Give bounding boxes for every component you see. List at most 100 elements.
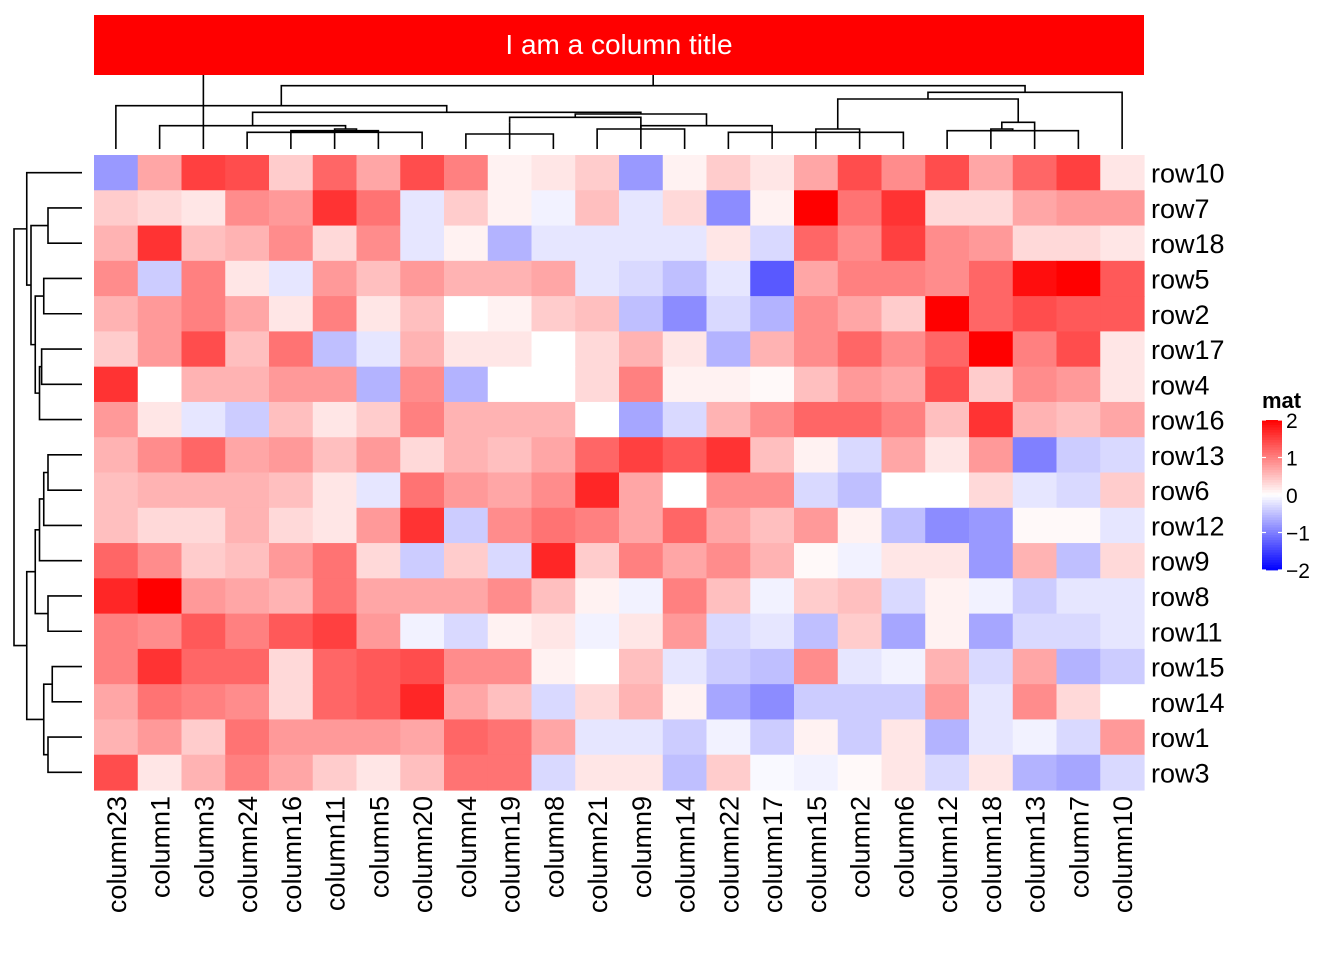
heatmap-cell <box>1056 754 1101 791</box>
heatmap-cell <box>662 507 708 544</box>
dendrogram-branch <box>38 498 82 562</box>
heatmap-cell <box>94 472 139 509</box>
heatmap-cell <box>1100 719 1145 756</box>
heatmap-cell <box>1100 190 1145 227</box>
heatmap-cell <box>444 613 489 650</box>
heatmap-cell <box>575 331 620 368</box>
heatmap-cell <box>94 684 139 721</box>
dendrogram-branch <box>47 207 82 244</box>
heatmap-cell <box>969 543 1014 579</box>
heatmap-cell <box>1012 260 1058 297</box>
dendrogram-branch <box>42 471 82 527</box>
heatmap-cell <box>312 401 358 438</box>
heatmap-cell <box>444 578 489 615</box>
dendrogram-branch <box>158 124 347 149</box>
dendrogram-branch <box>47 736 82 774</box>
heatmap-cell <box>94 648 139 685</box>
heatmap-cell <box>1056 648 1101 685</box>
heatmap-cell <box>531 225 576 262</box>
heatmap-cell <box>662 543 708 579</box>
legend-gradient-step <box>1262 462 1282 466</box>
heatmap-cell <box>1100 366 1145 403</box>
heatmap-cell <box>881 613 926 650</box>
legend-gradient-step <box>1262 442 1282 446</box>
heatmap-cell <box>706 648 751 685</box>
heatmap-cell <box>487 296 533 332</box>
heatmap-cell <box>356 578 401 615</box>
heatmap-cell <box>837 684 883 721</box>
heatmap-cell <box>619 613 664 650</box>
heatmap-cell <box>619 648 664 685</box>
row-label: row7 <box>1151 194 1210 224</box>
column-label: column12 <box>933 796 963 913</box>
heatmap-cell <box>881 296 926 332</box>
heatmap-cell <box>400 437 445 474</box>
heatmap-cell <box>969 155 1014 191</box>
heatmap-cell <box>531 155 576 191</box>
legend-gradient-step <box>1262 492 1282 496</box>
heatmap-cell <box>794 225 839 262</box>
heatmap-cell <box>269 472 314 509</box>
heatmap-cell <box>312 613 358 650</box>
heatmap-cell <box>619 507 664 544</box>
dendrogram-branch <box>946 129 1080 149</box>
heatmap-cell <box>400 401 445 438</box>
heatmap-cell <box>750 719 795 756</box>
heatmap-cell <box>181 155 226 191</box>
heatmap-cell <box>1012 437 1058 474</box>
heatmap-cell <box>312 437 358 474</box>
heatmap-cell <box>837 260 883 297</box>
heatmap-cell <box>794 296 839 332</box>
heatmap-cell <box>269 190 314 227</box>
heatmap-cell <box>269 260 314 297</box>
heatmap-cell <box>794 684 839 721</box>
heatmap-cell <box>94 613 139 650</box>
heatmap-cell <box>925 543 970 579</box>
heatmap-cell <box>444 331 489 368</box>
heatmap-cell <box>794 543 839 579</box>
heatmap-cell <box>619 260 664 297</box>
heatmap-cell <box>1056 190 1101 227</box>
heatmap-cell <box>225 578 270 615</box>
legend-gradient-step <box>1262 502 1282 506</box>
heatmap-cell <box>487 684 533 721</box>
legend-gradient-step <box>1262 445 1282 448</box>
heatmap-cell <box>487 719 533 756</box>
heatmap-cell <box>1100 472 1145 509</box>
heatmap-cell <box>1012 684 1058 721</box>
heatmap-cell <box>706 684 751 721</box>
heatmap-cell <box>925 578 970 615</box>
dendrogram-branch <box>47 454 82 491</box>
heatmap-cell <box>619 543 664 579</box>
legend-gradient-step <box>1262 507 1282 511</box>
heatmap-cell <box>94 225 139 262</box>
heatmap-cell <box>881 507 926 544</box>
heatmap-cell <box>225 366 270 403</box>
dendrogram-branch <box>290 129 380 149</box>
dendrogram-branch <box>290 131 423 149</box>
heatmap-cell <box>487 472 533 509</box>
heatmap-cell <box>750 754 795 791</box>
heatmap-cell <box>400 648 445 685</box>
heatmap-cell <box>837 648 883 685</box>
heatmap-cell <box>137 719 183 756</box>
heatmap-cell <box>619 366 664 403</box>
heatmap-cell <box>881 366 926 403</box>
heatmap-cell <box>881 225 926 262</box>
legend-gradient-step <box>1262 430 1282 433</box>
legend-gradient-step <box>1262 550 1282 553</box>
legend-gradient-step <box>1262 450 1282 453</box>
legend-gradient-step <box>1262 515 1282 518</box>
heatmap-cell <box>181 543 226 579</box>
column-dendrogram <box>115 68 1123 149</box>
heatmap-cell <box>487 190 533 227</box>
heatmap-cell <box>969 684 1014 721</box>
heatmap-cell <box>662 366 708 403</box>
heatmap-cell <box>969 648 1014 685</box>
heatmap-cell <box>356 648 401 685</box>
heatmap-cell <box>312 225 358 262</box>
heatmap-cell <box>837 437 883 474</box>
heatmap-cell <box>269 684 314 721</box>
legend-gradient-step <box>1262 545 1282 548</box>
heatmap-cell <box>531 331 576 368</box>
